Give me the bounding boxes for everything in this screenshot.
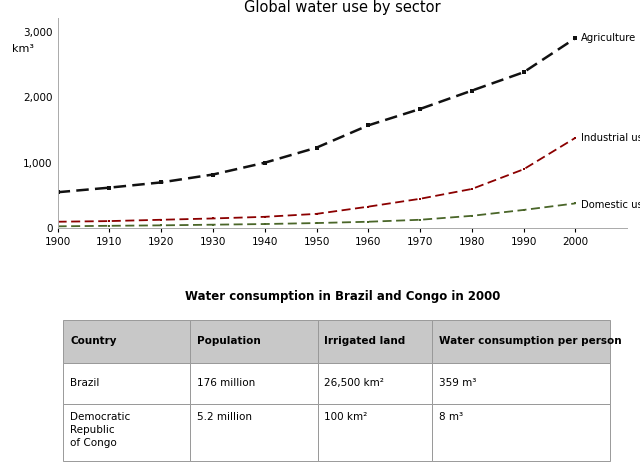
FancyBboxPatch shape bbox=[432, 404, 610, 462]
Text: Agriculture: Agriculture bbox=[580, 33, 636, 43]
Text: Democratic
Republic
of Congo: Democratic Republic of Congo bbox=[70, 412, 131, 448]
FancyBboxPatch shape bbox=[63, 363, 191, 404]
Text: 176 million: 176 million bbox=[197, 378, 255, 388]
FancyBboxPatch shape bbox=[432, 363, 610, 404]
Text: 100 km²: 100 km² bbox=[324, 412, 368, 422]
Text: 8 m³: 8 m³ bbox=[439, 412, 463, 422]
Text: Water consumption per person: Water consumption per person bbox=[439, 336, 621, 346]
FancyBboxPatch shape bbox=[191, 363, 317, 404]
Text: 26,500 km²: 26,500 km² bbox=[324, 378, 385, 388]
Text: Population: Population bbox=[197, 336, 261, 346]
FancyBboxPatch shape bbox=[63, 404, 191, 462]
FancyBboxPatch shape bbox=[317, 320, 432, 363]
Text: Brazil: Brazil bbox=[70, 378, 99, 388]
FancyBboxPatch shape bbox=[191, 404, 317, 462]
FancyBboxPatch shape bbox=[317, 404, 432, 462]
Text: Domestic use: Domestic use bbox=[580, 200, 640, 210]
FancyBboxPatch shape bbox=[191, 320, 317, 363]
FancyBboxPatch shape bbox=[432, 320, 610, 363]
Y-axis label: km³: km³ bbox=[12, 43, 35, 54]
Text: Irrigated land: Irrigated land bbox=[324, 336, 406, 346]
FancyBboxPatch shape bbox=[317, 363, 432, 404]
Title: Water consumption in Brazil and Congo in 2000: Water consumption in Brazil and Congo in… bbox=[185, 290, 500, 303]
Title: Global water use by sector: Global water use by sector bbox=[244, 0, 441, 14]
Text: Industrial use: Industrial use bbox=[580, 133, 640, 143]
Text: 359 m³: 359 m³ bbox=[439, 378, 476, 388]
FancyBboxPatch shape bbox=[63, 320, 191, 363]
Text: 5.2 million: 5.2 million bbox=[197, 412, 252, 422]
Text: Country: Country bbox=[70, 336, 116, 346]
